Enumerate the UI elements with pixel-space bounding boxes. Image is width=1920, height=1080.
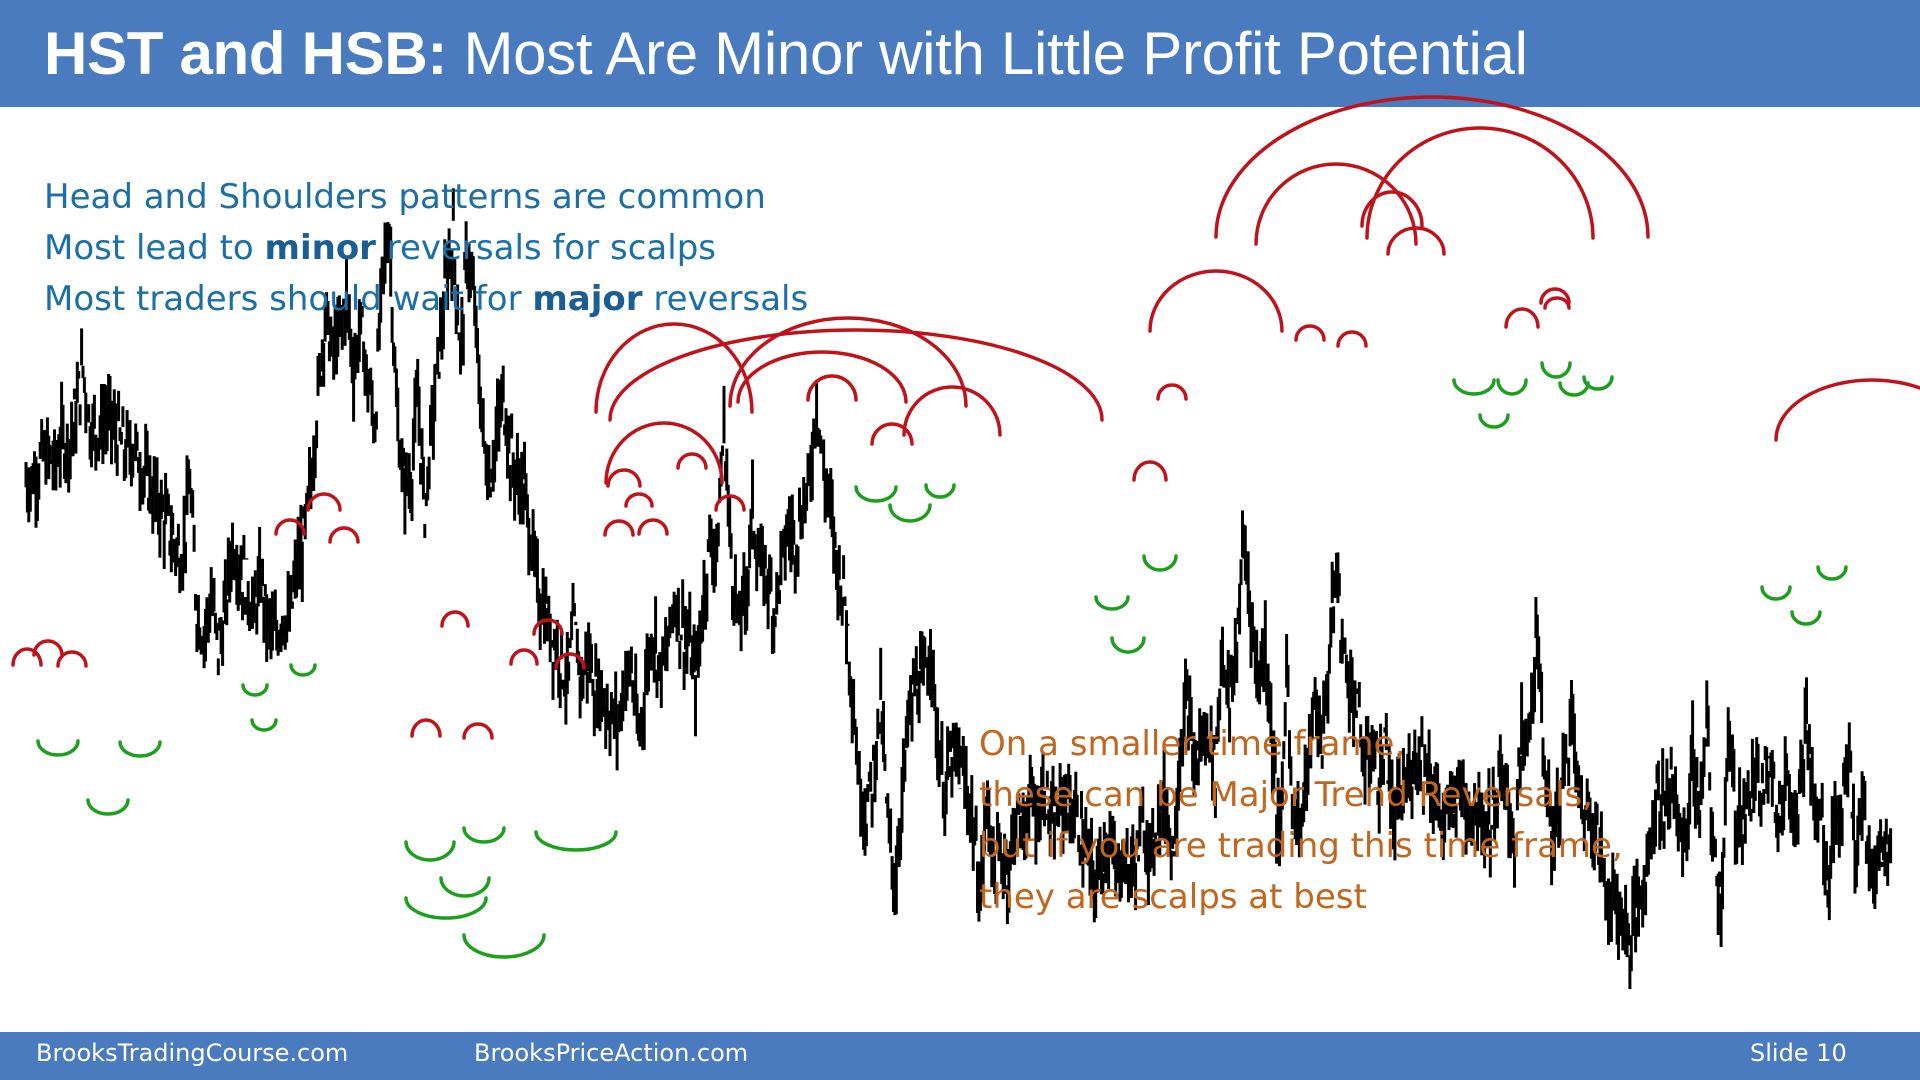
- shoulder-head-top-arc: [1386, 226, 1446, 256]
- shoulder-head-bottom-arc: [439, 876, 491, 898]
- shoulder-head-top-arc: [32, 639, 64, 657]
- shoulder-head-top-arc: [56, 650, 88, 668]
- shoulder-head-top-arc: [594, 322, 754, 414]
- shoulder-head-bottom-arc: [1452, 378, 1496, 396]
- shoulder-head-top-arc: [714, 494, 746, 512]
- shoulder-head-top-arc: [11, 647, 43, 667]
- shoulder-head-top-arc: [606, 468, 642, 488]
- slide-title-rest: Most Are Minor with Little Profit Potent…: [447, 19, 1528, 87]
- shoulder-head-top-arc: [410, 718, 442, 738]
- shoulder-head-top-arc: [1543, 296, 1571, 310]
- shoulder-head-top-arc: [440, 610, 470, 628]
- note-line-2-post: reversals for scalps: [375, 228, 716, 268]
- shoulder-head-top-arc: [1360, 190, 1424, 228]
- shoulder-head-top-arc: [624, 492, 654, 508]
- shoulder-head-bottom-arc: [924, 483, 956, 499]
- shoulder-head-bottom-arc: [1540, 361, 1572, 379]
- note-right-line-2: these can be Major Trend Reversals,: [979, 775, 1594, 815]
- shoulder-head-bottom-arc: [1110, 636, 1146, 654]
- shoulder-head-top-arc: [1504, 307, 1540, 329]
- shoulder-head-top-arc: [604, 421, 724, 485]
- shoulder-head-bottom-arc: [1760, 585, 1792, 601]
- shoulder-head-bottom-arc: [854, 485, 898, 503]
- note-right-line-4: they are scalps at best: [979, 877, 1367, 917]
- note-line-3-pre: Most traders should wait for: [44, 279, 533, 319]
- shoulder-head-top-arc: [306, 492, 342, 512]
- note-line-2-pre: Most lead to: [44, 228, 265, 268]
- shoulder-head-top-arc: [637, 518, 669, 536]
- shoulder-head-top-arc: [554, 652, 586, 670]
- shoulder-head-bottom-arc: [1582, 375, 1614, 391]
- note-line-3-bold: major: [532, 279, 643, 319]
- shoulder-head-bottom-arc: [888, 503, 932, 523]
- note-right-line-3: but if you are trading this time frame,: [979, 826, 1623, 866]
- shoulder-head-bottom-arc: [1558, 381, 1590, 397]
- shoulder-head-top-arc: [1294, 324, 1326, 342]
- note-line-1: Head and Shoulders patterns are common: [44, 172, 808, 223]
- shoulder-head-bottom-arc: [289, 663, 317, 677]
- shoulder-head-top-arc: [608, 328, 1104, 422]
- notes-right: On a smaller time frame, these can be Ma…: [979, 719, 1623, 923]
- note-line-2: Most lead to minor reversals for scalps: [44, 223, 808, 274]
- shoulder-head-top-arc: [806, 374, 858, 402]
- shoulder-head-top-arc: [1214, 95, 1650, 239]
- shoulder-head-top-arc: [1774, 378, 1920, 442]
- slide-title-bold: HST and HSB:: [44, 19, 448, 87]
- shoulder-head-top-arc: [676, 452, 708, 470]
- note-line-3: Most traders should wait for major rever…: [44, 274, 808, 325]
- note-line-1-pre: Head and Shoulders patterns are common: [44, 177, 766, 217]
- note-line-2-bold: minor: [264, 228, 376, 268]
- shoulder-head-top-arc: [736, 350, 908, 404]
- notes-left: Head and Shoulders patterns are common M…: [44, 172, 808, 325]
- shoulder-head-top-arc: [509, 648, 539, 666]
- shoulder-head-bottom-arc: [1094, 595, 1130, 611]
- shoulder-head-bottom-arc: [36, 739, 80, 757]
- shoulder-head-top-arc: [603, 519, 635, 537]
- note-right-line-1: On a smaller time frame,: [979, 724, 1406, 764]
- shoulder-head-top-arc: [462, 722, 494, 740]
- shoulder-head-bottom-arc: [404, 840, 456, 862]
- shoulder-head-bottom-arc: [1790, 610, 1822, 626]
- shoulder-head-bottom-arc: [86, 798, 130, 816]
- shoulder-head-top-arc: [1336, 330, 1368, 348]
- footer-bar: [0, 1032, 1920, 1080]
- shoulder-head-bottom-arc: [462, 826, 506, 844]
- shoulder-head-top-arc: [728, 316, 968, 408]
- shoulder-head-bottom-arc: [1478, 413, 1510, 429]
- shoulder-head-bottom-arc: [404, 896, 488, 920]
- shoulder-head-top-arc: [902, 385, 1002, 437]
- shoulder-head-bottom-arc: [462, 933, 546, 959]
- shoulder-head-top-arc: [1148, 269, 1284, 333]
- title-bar: HST and HSB: Most Are Minor with Little …: [0, 0, 1920, 107]
- shoulder-head-top-arc: [1132, 460, 1168, 482]
- shoulder-head-top-arc: [1365, 126, 1595, 240]
- shoulder-head-bottom-arc: [241, 683, 269, 697]
- shoulder-head-bottom-arc: [534, 830, 618, 852]
- shoulder-head-bottom-arc: [250, 718, 278, 732]
- slide-number: Slide 10: [1750, 1039, 1847, 1067]
- footer-site-course: BrooksTradingCourse.com: [36, 1039, 349, 1067]
- note-line-3-post: reversals: [642, 279, 809, 319]
- shoulder-head-bottom-arc: [1142, 554, 1178, 572]
- shoulder-head-top-arc: [1254, 162, 1418, 246]
- footer-site-price-action: BrooksPriceAction.com: [474, 1039, 749, 1067]
- shoulder-head-top-arc: [274, 518, 306, 536]
- shoulder-head-top-arc: [532, 618, 564, 636]
- shoulder-head-bottom-arc: [118, 740, 162, 758]
- shoulder-head-top-arc: [870, 422, 914, 446]
- shoulder-head-top-arc: [1539, 287, 1571, 305]
- shoulder-head-bottom-arc: [1496, 378, 1528, 396]
- slide-title: HST and HSB: Most Are Minor with Little …: [44, 23, 1528, 84]
- shoulder-head-top-arc: [328, 526, 360, 544]
- shoulder-head-bottom-arc: [1816, 565, 1848, 581]
- shoulder-head-top-arc: [1156, 383, 1188, 401]
